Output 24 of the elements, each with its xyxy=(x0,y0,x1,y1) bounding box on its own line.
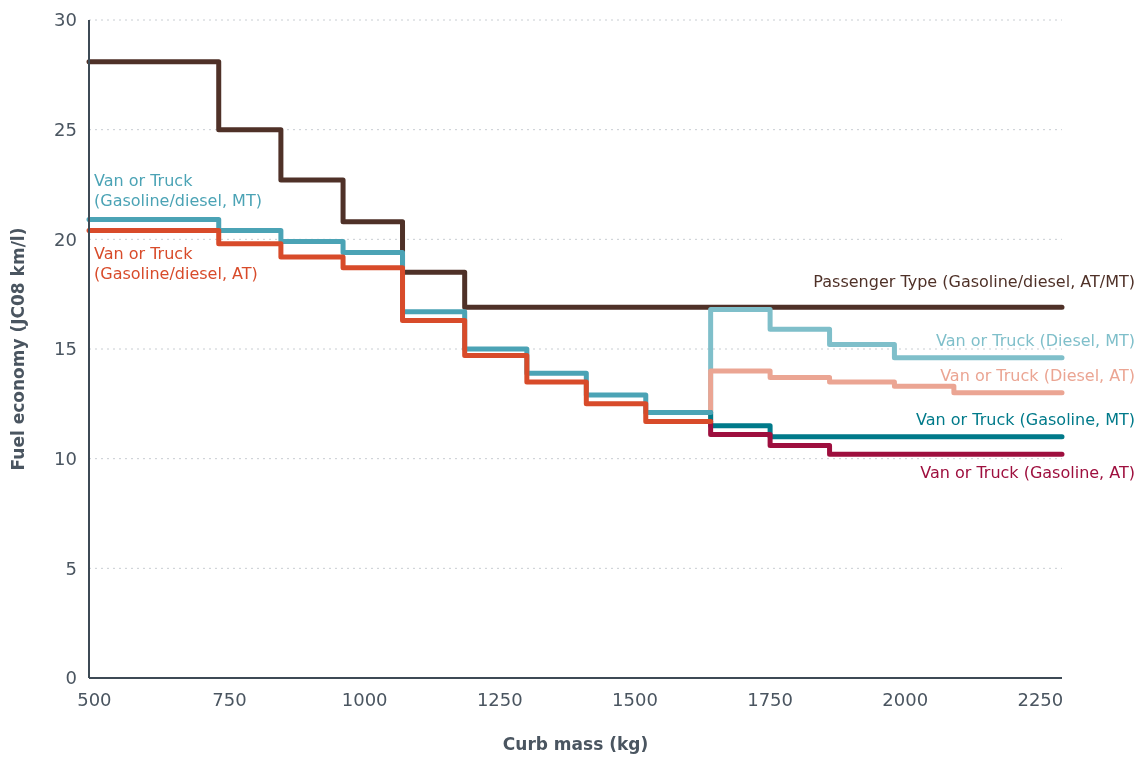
x-axis-title: Curb mass (kg) xyxy=(502,734,649,754)
series-label: Van or Truck (Gasoline, AT) xyxy=(920,463,1135,483)
x-tick-label: 1750 xyxy=(747,689,794,710)
x-tick-label: 1250 xyxy=(476,689,523,710)
series-label: Van or Truck (Diesel, MT) xyxy=(936,330,1135,350)
x-tick-label: 500 xyxy=(77,689,112,710)
y-tick-label: 25 xyxy=(54,118,77,140)
x-tick-label: 750 xyxy=(212,689,247,710)
series-label: Van or Truck (Gasoline/diesel, AT) xyxy=(94,243,258,283)
y-tick-label: 10 xyxy=(54,447,77,469)
series-label: Passenger Type (Gasoline/diesel, AT/MT) xyxy=(813,272,1135,292)
y-tick-label: 30 xyxy=(54,9,77,31)
x-tick-label: 1500 xyxy=(612,689,658,710)
series-label: Van or Truck (Gasoline, MT) xyxy=(916,409,1135,429)
x-tick-label: 1000 xyxy=(341,689,388,710)
y-tick-label: 20 xyxy=(54,228,77,250)
y-tick-label: 5 xyxy=(65,557,77,579)
y-tick-label: 0 xyxy=(65,667,77,689)
series-label: Van or Truck (Gasoline/diesel, MT) xyxy=(94,170,262,210)
series-label: Van or Truck (Diesel, AT) xyxy=(940,365,1135,385)
x-tick-label: 2250 xyxy=(1017,689,1064,710)
y-axis-title: Fuel economy (JC08 km/l) xyxy=(8,227,28,471)
y-tick-label: 15 xyxy=(54,338,77,360)
x-tick-label: 2000 xyxy=(882,689,929,710)
